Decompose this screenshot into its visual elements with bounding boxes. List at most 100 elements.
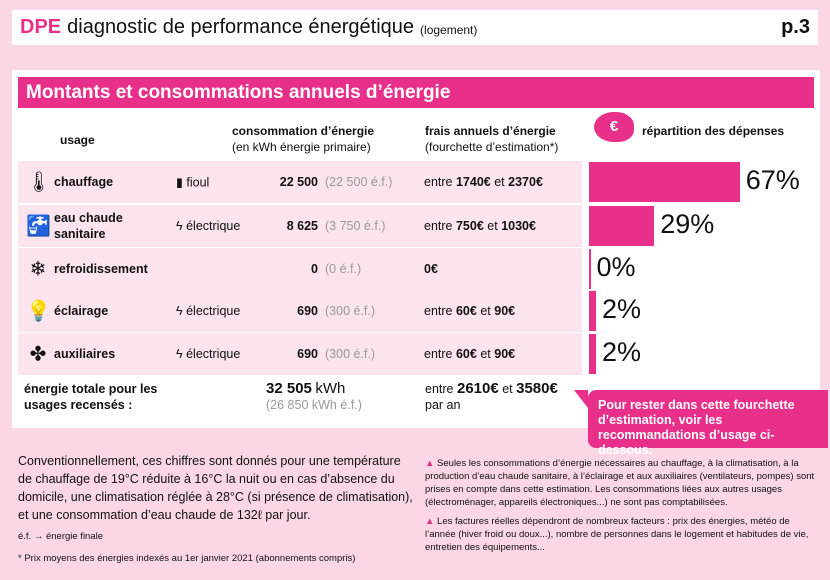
col-frais: frais annuels d’énergie (fourchette d’est…: [425, 123, 558, 155]
lightning-icon: ϟ: [176, 219, 183, 233]
warning-2: ▲ Les factures réelles dépendront de nom…: [425, 515, 815, 554]
total-max: 3580€: [516, 380, 558, 397]
warning-text: Seules les consommations d’énergie néces…: [425, 458, 815, 508]
energy-type: ϟ électrique: [176, 219, 240, 233]
expense-percent: 67%: [745, 165, 800, 195]
piggy-bank-icon: €: [594, 112, 634, 142]
cost-pre: entre: [424, 219, 453, 233]
cost-pre: entre: [424, 347, 453, 361]
ef-value: (22 500 é.f.): [325, 175, 393, 189]
total-kwh: 32 505 kWh (26 850 kWh é.f.): [266, 381, 362, 413]
lightning-icon: ϟ: [176, 347, 183, 361]
expense-percent: 2%: [602, 337, 642, 367]
faucet-icon: 🚰: [26, 215, 51, 238]
cost-mid: et: [480, 304, 491, 318]
energy-label: électrique: [186, 219, 241, 233]
thermometer-icon: 🌡: [26, 171, 52, 194]
col-repartition: répartition des dépenses: [642, 124, 785, 138]
cost-range: entre 750€ et 1030€: [424, 219, 536, 233]
expense-percent: 29%: [660, 209, 715, 239]
cost-pre: entre: [424, 304, 453, 318]
col-conso-label: consommation d’énergie: [232, 124, 375, 138]
cost-range: entre 1740€ et 2370€: [424, 175, 543, 189]
cost-min: 0€: [424, 262, 438, 276]
usage-label: eau chaude sanitaire: [54, 211, 123, 241]
cost-min: 60€: [455, 304, 477, 318]
expense-bar: [589, 334, 596, 374]
cost-pre: entre: [424, 175, 453, 189]
cost-max: 90€: [494, 304, 516, 318]
col-usage: usage: [60, 133, 95, 147]
expense-percent: 0%: [596, 252, 636, 282]
cost-mid: et: [487, 219, 498, 233]
kwh-value: 690: [297, 304, 318, 318]
cost-min: 60€: [455, 347, 477, 361]
total-per: par an: [425, 398, 461, 412]
total-ef: (26 850 kWh é.f.): [266, 398, 362, 412]
table-row: ✤ auxiliaires ϟ électrique 690 (300 é.f.…: [18, 333, 582, 375]
cost-mid: et: [480, 347, 491, 361]
section-title: Montants et consommations annuels d’éner…: [18, 77, 814, 108]
snowflake-icon: ❄: [29, 258, 47, 281]
header-subtitle: (logement): [420, 22, 478, 37]
cost-range: 0€: [424, 262, 438, 276]
cost-max: 90€: [494, 347, 516, 361]
estimate-callout: Pour rester dans cette fourchette d’esti…: [574, 390, 828, 457]
ef-value: (300 é.f.): [325, 347, 376, 361]
energy-type: ▮ fioul: [176, 175, 209, 190]
total-frais: entre 2610€ et 3580€ par an: [425, 381, 558, 413]
warning-1: ▲ Seules les consommations d’énergie néc…: [425, 457, 815, 509]
ef-value: (300 é.f.): [325, 304, 376, 318]
fan-icon: ✤: [29, 343, 47, 366]
ef-value: (0 é.f.): [325, 262, 362, 276]
energy-label: électrique: [186, 347, 241, 361]
cost-mid: et: [494, 175, 505, 189]
warning-icon: ▲: [425, 458, 435, 469]
total-unit: kWh: [315, 380, 346, 397]
col-conso-sub: (en kWh énergie primaire): [232, 140, 371, 154]
price-note: * Prix moyens des énergies indexés au 1e…: [18, 553, 356, 564]
table-row: ❄ refroidissement 0 (0 é.f.) 0€: [18, 248, 582, 290]
header-title: diagnostic de performance énergétique: [67, 16, 415, 38]
warning-text: Les factures réelles dépendront de nombr…: [425, 516, 809, 553]
cost-range: entre 60€ et 90€: [424, 304, 515, 318]
energy-section: Montants et consommations annuels d’éner…: [12, 70, 820, 428]
expense-bar: [589, 249, 591, 289]
conventions-note: Conventionnellement, ces chiffres sont d…: [18, 452, 418, 568]
lightning-icon: ϟ: [176, 304, 183, 318]
cost-min: 750€: [455, 219, 484, 233]
cost-max: 2370€: [508, 175, 543, 189]
total-pre: entre: [425, 382, 454, 396]
energy-label: électrique: [186, 304, 241, 318]
kwh-value: 690: [297, 347, 318, 361]
energy-label: fioul: [186, 175, 210, 190]
page-number: p.3: [781, 16, 810, 38]
total-min: 2610€: [456, 380, 499, 397]
ef-legend: é.f. → énergie finale: [18, 531, 104, 542]
oil-barrel-icon: ▮: [176, 175, 183, 190]
table-row: 🌡 chauffage ▮ fioul 22 500 (22 500 é.f.)…: [18, 161, 582, 203]
total-kwh-value: 32 505: [266, 380, 312, 397]
table-row: 🚰 eau chaude sanitaire ϟ électrique 8 62…: [18, 205, 582, 247]
lightbulb-icon: 💡: [26, 300, 51, 323]
total-label: énergie totale pour les usages recensés …: [24, 382, 158, 412]
energy-type: ϟ électrique: [176, 347, 240, 361]
table-row: 💡 éclairage ϟ électrique 690 (300 é.f.) …: [18, 290, 582, 332]
kwh-value: 22 500: [279, 175, 318, 189]
col-conso: consommation d’énergie (en kWh énergie pr…: [232, 123, 374, 155]
kwh-value: 0: [311, 262, 318, 276]
warnings: ▲ Seules les consommations d’énergie néc…: [425, 457, 815, 560]
cost-range: entre 60€ et 90€: [424, 347, 515, 361]
usage-label: auxiliaires: [54, 347, 116, 361]
usage-label: chauffage: [54, 175, 114, 189]
col-frais-label: frais annuels d’énergie: [425, 124, 556, 138]
warning-icon: ▲: [425, 516, 435, 527]
expense-percent: 2%: [602, 294, 642, 324]
brand: DPE: [20, 16, 62, 38]
page-header: DPE diagnostic de performance énergétiqu…: [12, 10, 818, 45]
expense-bar: [589, 291, 596, 331]
kwh-value: 8 625: [286, 219, 318, 233]
expense-bar: [589, 206, 655, 246]
usage-label: éclairage: [54, 304, 109, 318]
cost-max: 1030€: [501, 219, 536, 233]
